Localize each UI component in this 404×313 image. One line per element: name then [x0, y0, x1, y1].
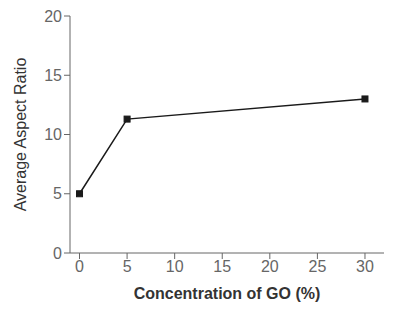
svg-text:10: 10: [44, 126, 62, 143]
svg-text:20: 20: [261, 258, 279, 275]
svg-text:20: 20: [44, 8, 62, 25]
svg-text:0: 0: [75, 258, 84, 275]
svg-text:25: 25: [308, 258, 326, 275]
svg-text:15: 15: [44, 67, 62, 84]
svg-text:10: 10: [166, 258, 184, 275]
svg-text:5: 5: [53, 185, 62, 202]
svg-text:0: 0: [53, 245, 62, 262]
svg-text:Concentration of GO (%): Concentration of GO (%): [134, 285, 321, 302]
svg-text:15: 15: [213, 258, 231, 275]
svg-text:Average Aspect Ratio: Average Aspect Ratio: [12, 58, 29, 212]
svg-text:30: 30: [356, 258, 374, 275]
svg-text:5: 5: [123, 258, 132, 275]
